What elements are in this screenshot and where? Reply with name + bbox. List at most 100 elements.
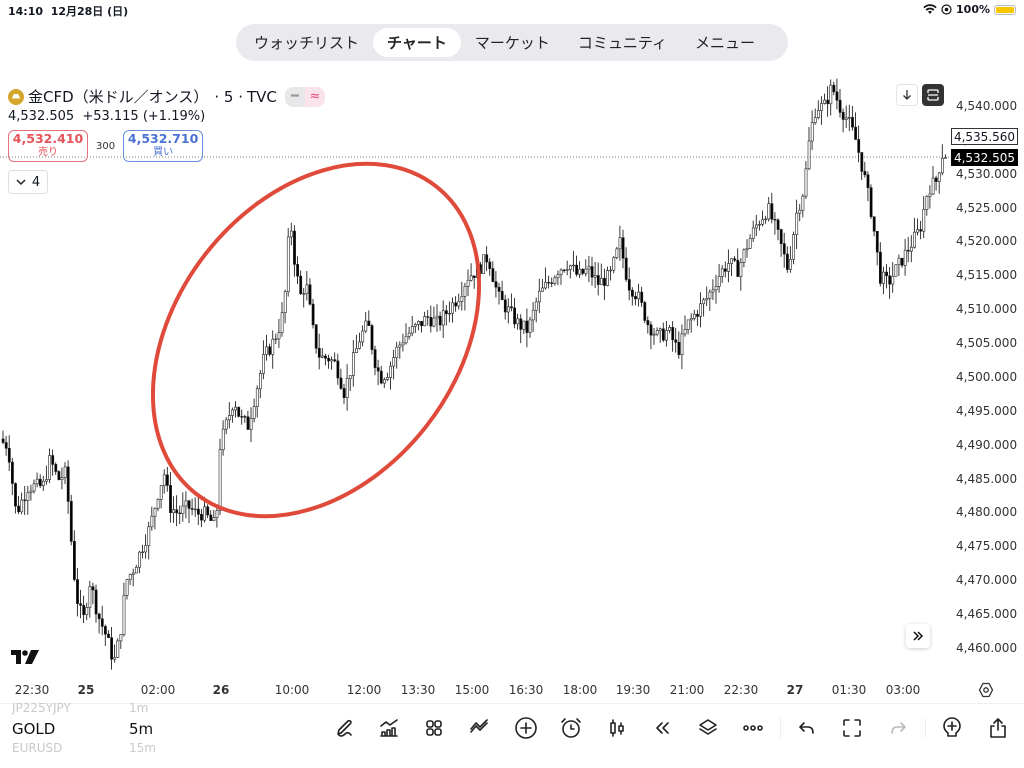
candlestick-chart[interactable] xyxy=(0,70,950,680)
main-nav: ウォッチリスト チャート マーケット コミュニティ メニュー xyxy=(236,24,788,61)
time-axis-label: 16:30 xyxy=(508,683,544,697)
share-icon xyxy=(990,718,1006,738)
annotation-ellipse xyxy=(150,161,482,519)
tab-menu[interactable]: メニュー xyxy=(695,34,756,52)
alert-button[interactable] xyxy=(557,714,585,742)
time-axis[interactable]: 22:30 25 02:00 26 10:00 12:00 13:30 15:00 16:30 1… xyxy=(0,680,1024,702)
sell-button[interactable]: 4,532.410 売り xyxy=(8,130,88,162)
status-pill[interactable]: ━ ≈ xyxy=(284,86,325,107)
price-axis-label: 4,510.000 xyxy=(956,302,1018,317)
time-axis-label: 15:00 xyxy=(454,683,490,697)
time-axis-label: 12:00 xyxy=(346,683,382,697)
time-axis-label: 13:30 xyxy=(400,683,436,697)
picker-symbol: EURUSD xyxy=(12,741,63,755)
toolbar-separator xyxy=(925,718,926,738)
ideas-button[interactable] xyxy=(938,714,966,742)
pen-icon xyxy=(337,719,352,737)
sell-label: 売り xyxy=(38,147,58,158)
indicators-count: 4 xyxy=(31,174,41,190)
drawing-tools-button[interactable] xyxy=(331,714,359,742)
redo-button[interactable] xyxy=(884,714,912,742)
time-axis-label: 03:00 xyxy=(885,683,921,697)
scroll-down-button[interactable] xyxy=(896,84,918,106)
patterns-button[interactable] xyxy=(465,714,493,742)
battery-percent: 100% xyxy=(956,3,990,16)
symbol-interval: · 5 · xyxy=(214,87,243,106)
alarm-clock-icon xyxy=(561,718,581,738)
auto-scale-icon xyxy=(927,89,939,101)
time-axis-label: 10:00 xyxy=(274,683,310,697)
more-icon xyxy=(743,725,763,731)
symbol-header[interactable]: 金CFD（米ドル／オンス） · 5 · TVC ━ ≈ xyxy=(8,86,325,107)
price-summary: 4,532.505 +53.115 (+1.19%) xyxy=(8,109,205,124)
indicators-icon xyxy=(380,719,398,737)
bottom-toolbar xyxy=(0,714,1024,744)
patterns-icon xyxy=(470,719,488,733)
price-axis-label: 4,505.000 xyxy=(956,336,1018,351)
price-axis-label: 4,530.000 xyxy=(956,166,1018,181)
price-axis-label: 4,500.000 xyxy=(956,369,1018,384)
lightbulb-plus-icon xyxy=(943,717,961,737)
price-axis-label: 4,540.000 xyxy=(956,99,1018,113)
status-right: 100% xyxy=(923,3,1016,16)
gold-icon xyxy=(8,88,24,105)
price-axis-label: 4,475.000 xyxy=(956,539,1018,554)
add-button[interactable] xyxy=(512,714,540,742)
time-axis-label: 22:30 xyxy=(14,683,50,697)
chart-type-button[interactable] xyxy=(603,714,631,742)
tab-chart[interactable]: チャート xyxy=(373,28,461,57)
toolbar-divider xyxy=(0,703,1024,704)
indicators-button[interactable] xyxy=(375,714,403,742)
picker-symbol: JP225YJPY xyxy=(12,701,71,715)
share-button[interactable] xyxy=(984,714,1012,742)
price-axis-label: 4,470.000 xyxy=(956,573,1018,588)
symbol-name: 金CFD（米ドル／オンス） xyxy=(28,88,209,106)
rewind-icon xyxy=(656,722,669,734)
price-axis-label: 4,480.000 xyxy=(956,505,1018,520)
add-icon xyxy=(515,717,537,739)
tab-market[interactable]: マーケット xyxy=(474,34,550,52)
time-axis-label: 19:30 xyxy=(615,683,651,697)
auto-fit-button[interactable] xyxy=(922,84,944,106)
time-axis-label: 27 xyxy=(786,683,804,697)
status-time: 14:10 12月28日 (日) xyxy=(8,5,129,18)
layouts-button[interactable] xyxy=(420,714,448,742)
toolbar-separator xyxy=(780,718,781,738)
time-axis-label: 18:00 xyxy=(562,683,598,697)
high-price-tag: 4,535.560 xyxy=(951,128,1018,145)
double-chevron-right-icon xyxy=(913,631,924,641)
price-axis-label: 4,525.000 xyxy=(956,200,1018,215)
ask-price: 4,532.710 xyxy=(127,131,199,146)
candles-icon xyxy=(610,719,624,737)
settings-icon[interactable] xyxy=(978,682,994,698)
price-axis-label: 4,495.000 xyxy=(956,403,1018,418)
layouts-icon xyxy=(426,720,442,736)
last-price: 4,532.505 xyxy=(8,109,75,124)
layers-icon xyxy=(699,719,717,735)
indicators-toggle[interactable]: 4 xyxy=(8,170,48,194)
price-axis-label: 4,490.000 xyxy=(956,437,1018,452)
time-axis-label: 01:30 xyxy=(831,683,867,697)
buy-button[interactable]: 4,532.710 買い xyxy=(123,130,204,162)
price-axis-label: 4,460.000 xyxy=(956,640,1018,655)
undo-icon xyxy=(799,722,814,734)
time-axis-label: 26 xyxy=(212,683,230,697)
tab-community[interactable]: コミュニティ xyxy=(577,34,667,52)
undo-button[interactable] xyxy=(793,714,821,742)
scroll-to-realtime-button[interactable] xyxy=(906,624,930,648)
price-change-pct: (+1.19%) xyxy=(142,109,206,124)
replay-button[interactable] xyxy=(648,714,676,742)
price-axis-label: 4,515.000 xyxy=(956,268,1018,283)
more-button[interactable] xyxy=(739,714,767,742)
delayed-data-icon: ≈ xyxy=(304,86,325,107)
time-axis-label: 21:00 xyxy=(669,683,705,697)
tab-watchlist[interactable]: ウォッチリスト xyxy=(254,34,360,52)
symbol-exchange: TVC xyxy=(246,87,277,106)
fullscreen-icon xyxy=(843,719,861,737)
bid-price: 4,532.410 xyxy=(12,131,84,146)
fullscreen-button[interactable] xyxy=(838,714,866,742)
object-tree-button[interactable] xyxy=(694,714,722,742)
battery-icon xyxy=(994,4,1016,15)
market-closed-icon: ━ xyxy=(284,86,305,107)
last-price-tag: 4,532.505 xyxy=(951,149,1018,166)
